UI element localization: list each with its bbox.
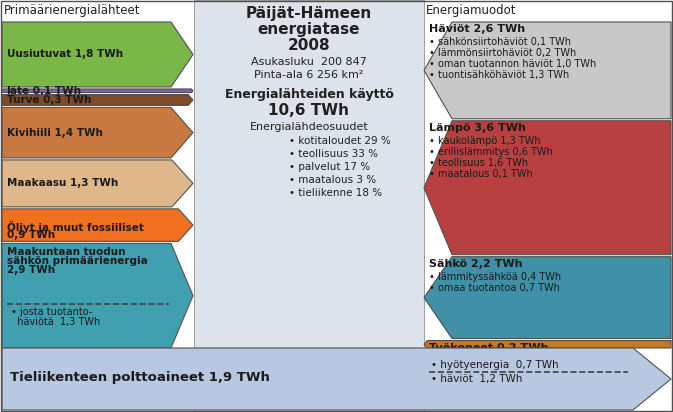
Text: • lämmönsiirtohäviöt 0,2 TWh: • lämmönsiirtohäviöt 0,2 TWh: [429, 48, 576, 58]
Text: Energialähdeosuudet: Energialähdeosuudet: [250, 122, 368, 132]
Polygon shape: [2, 22, 193, 87]
Text: • josta tuotanto-: • josta tuotanto-: [11, 307, 92, 317]
Text: Energiamuodot: Energiamuodot: [426, 4, 516, 17]
Text: • lämmityssähköä 0,4 TWh: • lämmityssähköä 0,4 TWh: [429, 272, 561, 282]
Polygon shape: [424, 341, 671, 348]
Text: Työkoneet 0,2 TWh: Työkoneet 0,2 TWh: [429, 342, 548, 353]
Text: • kotitaloudet 29 %: • kotitaloudet 29 %: [289, 136, 391, 146]
Text: Sähkö 2,2 TWh: Sähkö 2,2 TWh: [429, 259, 522, 269]
Text: energiatase: energiatase: [258, 22, 360, 37]
Text: • palvelut 17 %: • palvelut 17 %: [289, 162, 370, 172]
Text: Maakuntaan tuodun: Maakuntaan tuodun: [7, 247, 125, 258]
Text: • omaa tuotantoa 0,7 TWh: • omaa tuotantoa 0,7 TWh: [429, 283, 560, 293]
Text: • maatalous 0,1 TWh: • maatalous 0,1 TWh: [429, 169, 533, 179]
Polygon shape: [2, 348, 671, 410]
Text: Päijät-Hämeen: Päijät-Hämeen: [246, 6, 372, 21]
Text: Turve 0,3 TWh: Turve 0,3 TWh: [7, 95, 92, 105]
Text: Kivihiili 1,4 TWh: Kivihiili 1,4 TWh: [7, 128, 103, 138]
Text: Tieliikenteen polttoaineet 1,9 TWh: Tieliikenteen polttoaineet 1,9 TWh: [10, 370, 270, 384]
Polygon shape: [424, 22, 671, 119]
Polygon shape: [424, 257, 671, 339]
Polygon shape: [424, 121, 671, 255]
Text: Asukasluku  200 847: Asukasluku 200 847: [251, 57, 367, 67]
Text: 0,9 TWh: 0,9 TWh: [7, 229, 55, 240]
Text: häviötä  1,3 TWh: häviötä 1,3 TWh: [11, 317, 100, 327]
Text: Lämpö 3,6 TWh: Lämpö 3,6 TWh: [429, 123, 526, 133]
Text: Häviöt 2,6 TWh: Häviöt 2,6 TWh: [429, 24, 525, 34]
Text: Maakaasu 1,3 TWh: Maakaasu 1,3 TWh: [7, 178, 118, 188]
Polygon shape: [2, 160, 193, 207]
Text: Öljyt ja muut fossiiliset: Öljyt ja muut fossiiliset: [7, 220, 144, 233]
Polygon shape: [2, 95, 193, 105]
Text: • maatalous 3 %: • maatalous 3 %: [289, 175, 376, 185]
Text: • kaukolämpö 1,3 TWh: • kaukolämpö 1,3 TWh: [429, 136, 540, 146]
Text: Jäte 0,1 TWh: Jäte 0,1 TWh: [7, 86, 82, 96]
Polygon shape: [2, 89, 193, 93]
Text: • oman tuotannon häviöt 1,0 TWh: • oman tuotannon häviöt 1,0 TWh: [429, 59, 596, 69]
Text: 10,6 TWh: 10,6 TWh: [269, 103, 349, 118]
Text: • teollisuus 33 %: • teollisuus 33 %: [289, 149, 378, 159]
Text: • teollisuus 1,6 TWh: • teollisuus 1,6 TWh: [429, 158, 528, 168]
Polygon shape: [2, 108, 193, 158]
Text: 2,9 TWh: 2,9 TWh: [7, 265, 55, 275]
Text: Energialähteiden käyttö: Energialähteiden käyttö: [225, 88, 394, 101]
Text: 2008: 2008: [287, 38, 330, 53]
Text: Primäärienergialähteet: Primäärienergialähteet: [4, 4, 141, 17]
Text: sähkön primäärienergia: sähkön primäärienergia: [7, 256, 148, 266]
Polygon shape: [2, 243, 193, 348]
Text: • tieliikenne 18 %: • tieliikenne 18 %: [289, 188, 382, 198]
Text: Uusiutuvat 1,8 TWh: Uusiutuvat 1,8 TWh: [7, 49, 123, 59]
Text: • tuontisähköhäviöt 1,3 TWh: • tuontisähköhäviöt 1,3 TWh: [429, 70, 569, 80]
Text: • sähkönsiirtohäviöt 0,1 TWh: • sähkönsiirtohäviöt 0,1 TWh: [429, 37, 571, 47]
Polygon shape: [2, 209, 193, 241]
Text: Pinta-ala 6 256 km²: Pinta-ala 6 256 km²: [254, 70, 363, 80]
Text: • hyötyenergia  0,7 TWh: • hyötyenergia 0,7 TWh: [431, 360, 559, 370]
Text: • erillislämmitys 0,6 TWh: • erillislämmitys 0,6 TWh: [429, 147, 553, 157]
FancyBboxPatch shape: [194, 0, 424, 412]
Text: • häviöt  1,2 TWh: • häviöt 1,2 TWh: [431, 374, 522, 384]
